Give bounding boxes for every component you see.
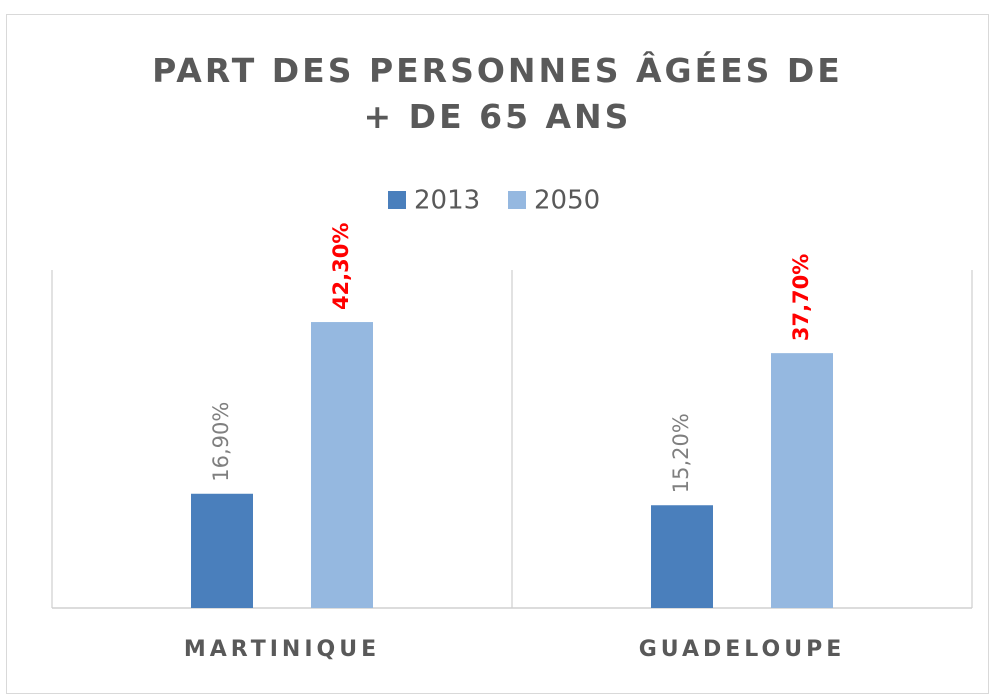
data-label: 42,30% [329, 223, 353, 310]
x-tick-label: MARTINIQUE [184, 637, 380, 662]
x-tick-label: GUADELOUPE [639, 637, 846, 662]
bar [191, 493, 253, 608]
legend-label: 2050 [534, 186, 600, 216]
chart-title: PART DES PERSONNES ÂGÉES DE + DE 65 ANS [152, 51, 843, 136]
bar [651, 505, 713, 608]
data-label: 37,70% [789, 254, 813, 341]
legend-swatch [508, 191, 526, 209]
legend-swatch [388, 191, 406, 209]
data-label: 16,90% [209, 402, 233, 482]
bar [771, 353, 833, 608]
legend-label: 2013 [414, 186, 480, 216]
bar [311, 322, 373, 608]
data-label: 15,20% [669, 413, 693, 493]
